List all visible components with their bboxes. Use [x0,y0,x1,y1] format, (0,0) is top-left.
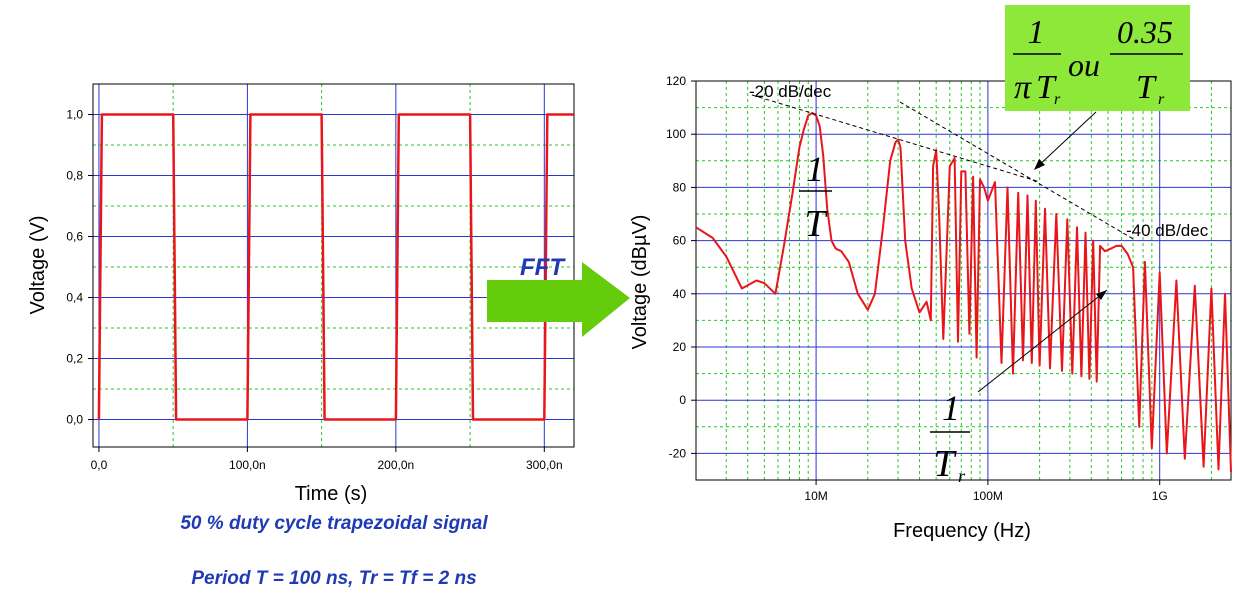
slope-40-line [899,101,1136,241]
formula-pointer-head [1034,159,1045,170]
formula-ou: ou [1068,47,1100,83]
formula-pointer-line [1035,111,1097,169]
frequency-y-tick-label: -20 [669,446,687,460]
frequency-plot-frame [695,80,1232,481]
frequency-y-tick-label: 20 [673,340,687,354]
frequency-y-tick-label: 0 [679,393,686,407]
corner-frequency-formula: 1 π T r ou 0.35 T r [1005,5,1190,111]
frequency-y-tick-label: 80 [673,180,687,194]
time-y-tick-label: 0,4 [66,291,83,305]
slope-20-line [751,94,1041,183]
fraction-tr-numerator: 1 [942,388,960,428]
frequency-x-axis-label: Frequency (Hz) [893,520,1031,542]
frequency-x-tick-label: 100M [973,489,1003,503]
frequency-domain-chart: 10M 100M 1G -20 0 20 40 60 80 100 120 -20 dB/dec -… [629,5,1232,542]
slope-20-label: -20 dB/dec [749,82,832,101]
time-y-axis-label: Voltage (V) [27,216,49,315]
tr-pointer-line [977,289,1108,393]
time-series [97,113,574,421]
time-y-tick-label: 0,0 [66,413,83,427]
frequency-x-tick-label: 10M [804,489,827,503]
time-ticks: 0,0 100,0n 200,0n 300,0n 0,0 0,2 0,4 0,6 0,8 1,0 [66,108,562,472]
fraction-tr-subscript: r [958,466,966,486]
time-y-tick-label: 0,2 [66,352,83,366]
frequency-y-tick-label: 40 [673,287,687,301]
time-x-tick-label: 100,0n [229,458,266,472]
caption-signal: 50 % duty cycle trapezoidal signal [180,513,488,534]
formula-numerator-2: 0.35 [1117,14,1173,50]
fraction-one-over-T: 1 T [799,149,832,245]
slope-40-label: -40 dB/dec [1126,221,1209,240]
fraction-tr-denominator: T [933,443,957,485]
time-y-tick-label: 0,8 [66,169,83,183]
formula-pi: π [1014,69,1032,106]
fraction-numerator: 1 [806,149,824,189]
fft-arrow-shape [487,262,630,337]
frequency-y-tick-label: 120 [666,74,686,88]
formula-sub-2: r [1158,91,1165,108]
time-x-tick-label: 200,0n [378,458,415,472]
tr-pointer-head [1096,290,1107,300]
time-x-tick-label: 300,0n [526,458,563,472]
frequency-y-tick-label: 60 [673,234,687,248]
time-series-line [97,113,574,421]
fft-arrow: FFT [487,254,630,337]
time-domain-chart: 0,0 100,0n 200,0n 300,0n0,00,20,40,60,81,0 … [27,83,575,505]
frequency-y-tick-label: 100 [666,127,686,141]
time-x-tick-label: 0,0 [91,458,108,472]
time-plot-frame [92,83,575,448]
frequency-y-axis-label: Voltage (dBµV) [629,215,651,350]
formula-T-2: T [1136,69,1157,106]
frequency-x-tick-label: 1G [1152,489,1168,503]
caption-period: Period T = 100 ns, Tr = Tf = 2 ns [191,568,476,589]
formula-numerator-1: 1 [1028,14,1045,51]
time-y-tick-label: 1,0 [66,108,83,122]
formula-T-1: T [1036,69,1057,106]
formula-sub-1: r [1054,91,1061,108]
fraction-denominator: T [804,203,828,245]
frequency-series-line [695,111,1232,473]
time-y-tick-label: 0,6 [66,230,83,244]
frequency-series [695,111,1232,473]
fraction-one-over-Tr: 1 T r [930,388,970,486]
formula-box [1005,5,1190,111]
time-x-axis-label: Time (s) [295,483,368,505]
fft-label: FFT [520,254,566,281]
frequency-ticks: 10M 100M 1G -20 0 20 40 60 80 100 120 [666,74,1168,503]
time-grid [93,84,574,447]
